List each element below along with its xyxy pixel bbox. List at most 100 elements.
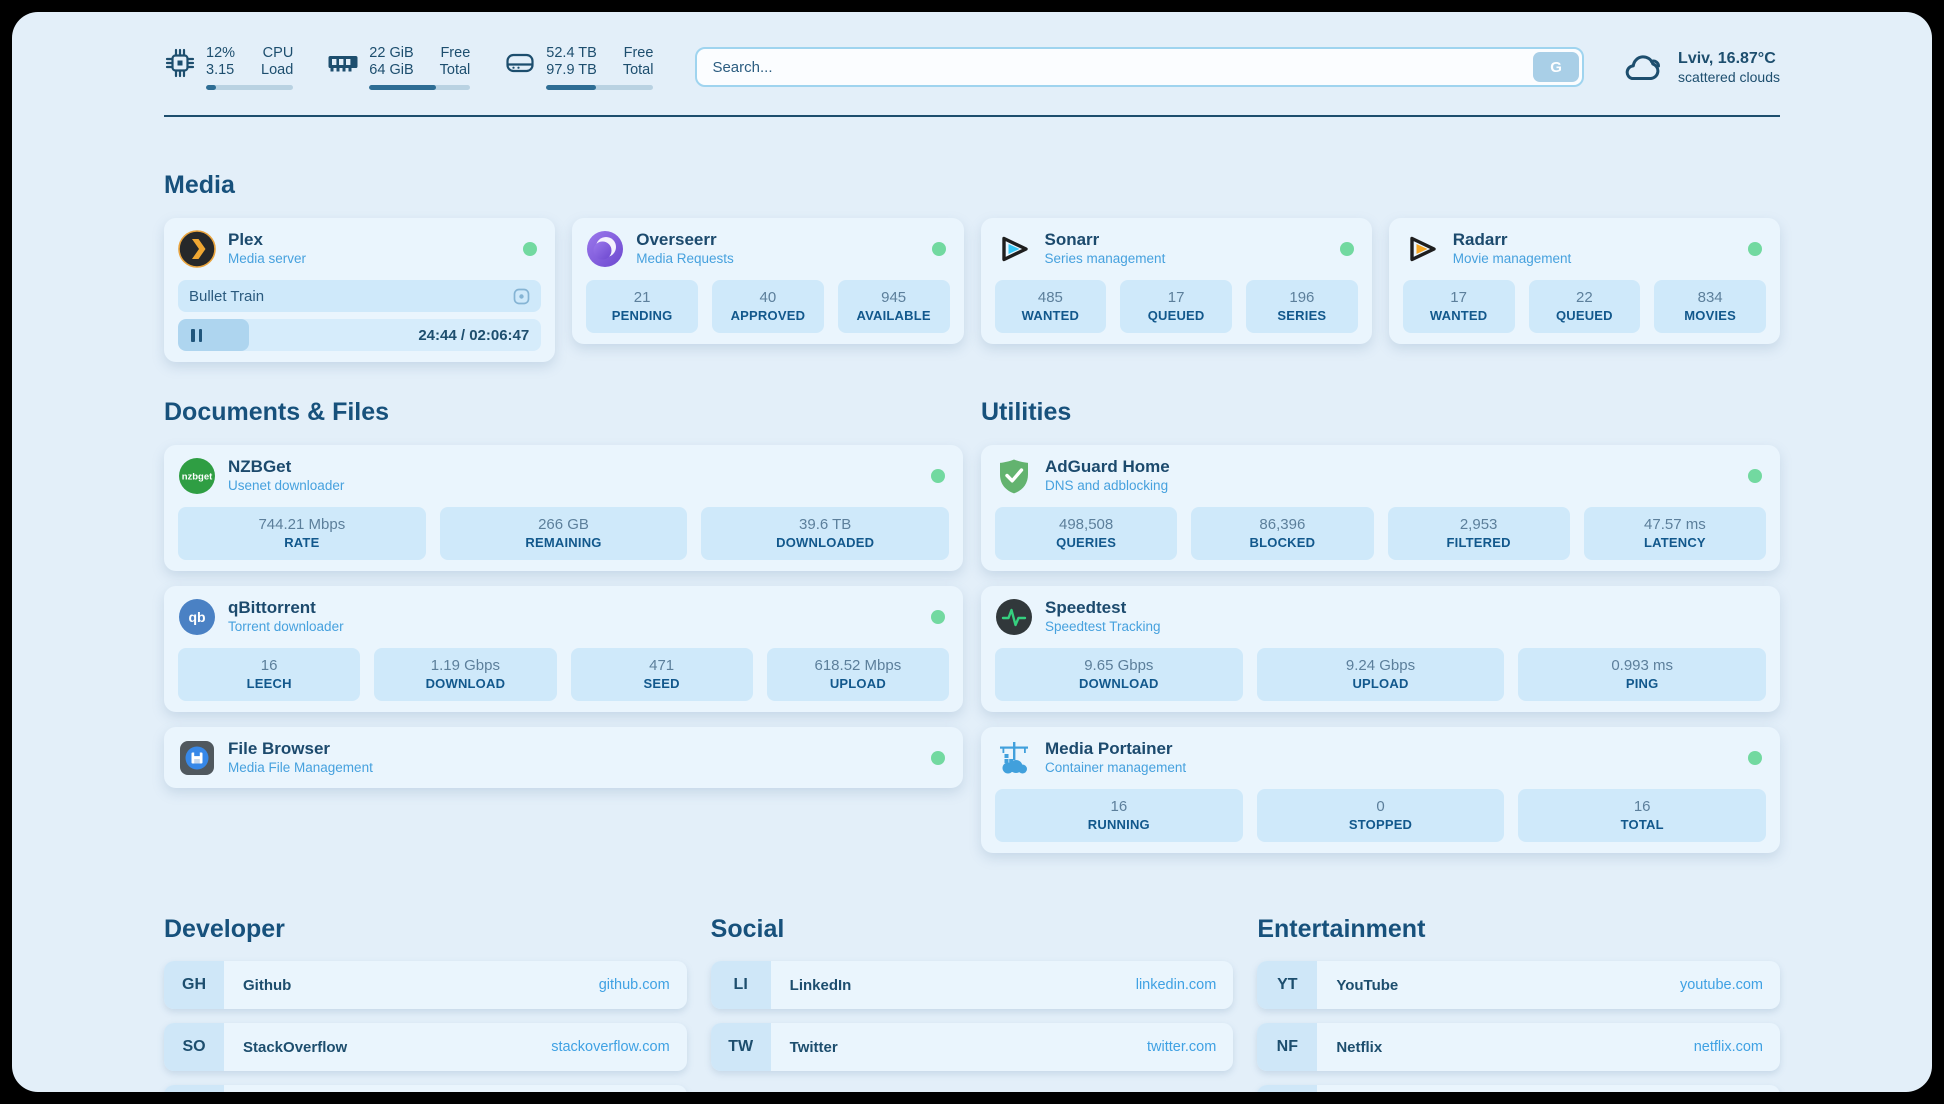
stat-tile-series: 196 SERIES (1246, 280, 1358, 333)
link-netflix[interactable]: NF Netflix netflix.com (1257, 1023, 1780, 1071)
app-card-radarr[interactable]: Radarr Movie management 17 WANTED 22 QUE… (1388, 218, 1780, 344)
link-abbr: LI (710, 961, 771, 1009)
app-card-sonarr[interactable]: Sonarr Series management 485 WANTED 17 Q… (980, 218, 1372, 344)
stat-tile-remaining: 266 GB REMAINING (439, 507, 688, 560)
link-twitter[interactable]: TW Twitter twitter.com (710, 1023, 1234, 1071)
link-name: StackOverflow (243, 1038, 348, 1056)
disk-progress-track (546, 84, 654, 90)
svg-text:qb: qb (188, 609, 205, 625)
app-card-qbittorrent[interactable]: qb qBittorrent Torrent downloader 16 LEE… (164, 586, 963, 712)
link-name: Netflix (1336, 1038, 1383, 1056)
overseerr-icon (587, 230, 624, 267)
entertainment-section-title: Entertainment (1257, 915, 1426, 943)
link-reddit[interactable]: RE Reddit reddit.com (1257, 1085, 1780, 1092)
stat-tile-queued: 17 QUEUED (1120, 280, 1232, 333)
link-url: linkedin.com (1135, 977, 1217, 993)
status-dot (931, 241, 946, 256)
disk-stat-widget: 52.4 TB 97.9 TB Free Total (504, 44, 654, 90)
stat-tile-upload: 618.52 Mbps UPLOAD (766, 648, 949, 701)
app-card-plex[interactable]: Plex Media server Bullet Train 24:44 / 0 (164, 218, 556, 362)
status-dot (1748, 241, 1762, 256)
app-subtitle: Media File Management (228, 760, 373, 775)
search-input[interactable] (700, 58, 1534, 76)
app-card-overseerr[interactable]: Overseerr Media Requests 21 PENDING 40 A… (572, 218, 964, 344)
link-github[interactable]: GH Github github.com (164, 961, 687, 1009)
stat-tile-wanted: 17 WANTED (1402, 280, 1515, 333)
link-abbr: YT (1257, 961, 1318, 1009)
pause-icon[interactable] (191, 328, 202, 342)
cpu-icon (165, 48, 195, 77)
cpu-load-label: Load (261, 61, 294, 78)
link-url: github.com (598, 977, 670, 993)
utilities-section-title: Utilities (981, 398, 1072, 426)
sonarr-icon (1001, 236, 1028, 261)
link-url: stackoverflow.com (551, 1039, 670, 1055)
stat-tile-queries: 498,508 QUERIES (995, 507, 1178, 560)
app-subtitle: Usenet downloader (228, 478, 345, 493)
cpu-progress-track (206, 84, 294, 90)
stat-tile-queued: 22 QUEUED (1528, 280, 1641, 333)
stat-tile-running: 16 RUNNING (995, 789, 1243, 842)
app-title: Media Portainer (1045, 739, 1173, 758)
header-divider (164, 115, 1780, 117)
status-dot (1339, 241, 1354, 256)
weather-condition: scattered clouds (1678, 68, 1780, 85)
weather-widget: Lviv, 16.87°C scattered clouds (1620, 49, 1780, 86)
stat-tile-movies: 834 MOVIES (1654, 280, 1766, 333)
stat-tile-rate: 744.21 Mbps RATE (178, 507, 426, 560)
link-abbr: TW (710, 1023, 771, 1071)
app-card-speedtest[interactable]: Speedtest Speedtest Tracking 9.65 Gbps D… (981, 586, 1780, 712)
stat-tile-latency: 47.57 ms LATENCY (1583, 507, 1766, 560)
disk-progress-fill (546, 84, 596, 90)
link-youtube[interactable]: YT YouTube youtube.com (1257, 961, 1780, 1009)
app-card-filebrowser[interactable]: File Browser Media File Management (164, 727, 963, 788)
stat-tile-blocked: 86,396 BLOCKED (1191, 507, 1374, 560)
app-subtitle: Torrent downloader (228, 619, 344, 634)
stat-tile-ping: 0.993 ms PING (1518, 648, 1767, 701)
stat-tile-pending: 21 PENDING (586, 280, 698, 333)
cpu-usage-value: 12% (206, 44, 236, 61)
playback-progress-bar[interactable]: 24:44 / 02:06:47 (178, 319, 542, 351)
portainer-icon (1000, 741, 1028, 773)
app-title: Speedtest (1045, 598, 1127, 617)
stat-tile-download: 9.65 Gbps DOWNLOAD (995, 648, 1243, 701)
app-title: Radarr (1452, 230, 1508, 249)
link-dev[interactable]: DT DEV dev.to (164, 1085, 687, 1092)
topbar: 12% 3.15 CPU Load (164, 35, 1780, 99)
app-title: File Browser (228, 739, 331, 758)
status-dot (1748, 468, 1762, 483)
app-subtitle: Media server (228, 251, 307, 266)
stat-tile-wanted: 485 WANTED (994, 280, 1107, 333)
svg-text:nzbget: nzbget (182, 471, 213, 482)
app-card-adguard[interactable]: AdGuard Home DNS and adblocking 498,508 … (981, 445, 1780, 571)
memory-free-value: 22 GiB (369, 44, 414, 61)
plex-icon (178, 229, 216, 268)
app-card-nzbget[interactable]: nzbget NZBGet Usenet downloader 744.21 M… (164, 445, 963, 571)
stat-tile-upload: 9.24 Gbps UPLOAD (1256, 648, 1505, 701)
stat-tile-filtered: 2,953 FILTERED (1387, 507, 1570, 560)
app-card-portainer[interactable]: Media Portainer Container management 16 … (981, 727, 1780, 853)
app-title: AdGuard Home (1045, 457, 1170, 476)
now-playing-bar: Bullet Train (178, 280, 542, 312)
search-engine-button[interactable]: G (1533, 52, 1580, 82)
disk-free-label: Free (623, 44, 654, 61)
link-name: Github (243, 976, 292, 994)
stat-tile-stopped: 0 STOPPED (1256, 789, 1505, 842)
stat-tile-downloaded: 39.6 TB DOWNLOADED (701, 507, 950, 560)
status-dot (931, 609, 945, 624)
link-abbr: DT (164, 1085, 224, 1092)
link-stackoverflow[interactable]: SO StackOverflow stackoverflow.com (164, 1023, 687, 1071)
utilities-section: Utilities AdGuard Home DNS and adblockin… (981, 398, 1780, 853)
cast-icon[interactable] (513, 288, 530, 305)
link-linkedin[interactable]: LI LinkedIn linkedin.com (710, 961, 1234, 1009)
playback-time: 24:44 / 02:06:47 (418, 326, 530, 344)
stat-tile-available: 945 AVAILABLE (837, 280, 950, 333)
media-section: Media Plex Media server Bullet Train (164, 171, 1780, 362)
status-dot (1748, 750, 1762, 765)
status-dot (523, 241, 538, 256)
documents-section: Documents & Files nzbget NZBGet Usenet d… (164, 398, 963, 788)
speedtest-icon (996, 598, 1032, 635)
link-url: twitter.com (1147, 1039, 1217, 1055)
link-url: youtube.com (1679, 977, 1763, 993)
link-name: Twitter (789, 1038, 838, 1056)
